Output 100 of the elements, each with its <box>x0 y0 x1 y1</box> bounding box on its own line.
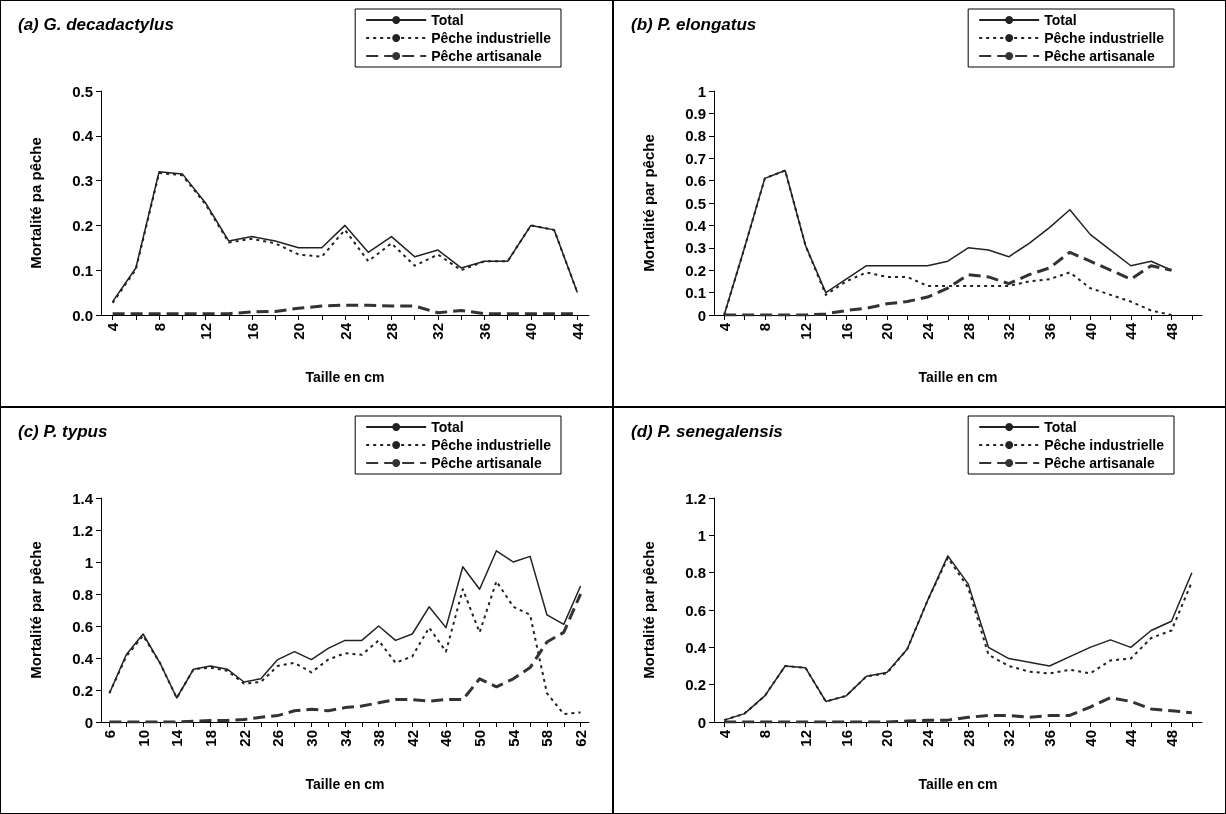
x-tick-label: 32 <box>429 323 447 340</box>
legend-label: Pêche artisanale <box>431 48 542 64</box>
x-axis-title: Taille en cm <box>305 776 385 792</box>
y-tick-label: 0.1 <box>72 261 93 279</box>
chart-title: (a) G. decadactylus <box>18 15 174 34</box>
x-tick-label: 6 <box>100 730 118 739</box>
x-tick-label: 8 <box>756 323 774 332</box>
y-tick-label: 1 <box>84 553 93 571</box>
x-tick-label: 28 <box>959 323 977 340</box>
legend-label: Pêche industrielle <box>1044 437 1165 453</box>
x-tick-label: 20 <box>878 730 896 747</box>
x-axis-title: Taille en cm <box>918 776 998 792</box>
x-tick-label: 48 <box>1163 730 1180 747</box>
x-tick-label: 32 <box>1000 730 1018 747</box>
y-axis-title: Mortalité par pêche <box>640 541 657 679</box>
x-tick-label: 4 <box>715 729 733 739</box>
x-tick-label: 48 <box>1163 323 1180 340</box>
legend-label: Pêche artisanale <box>1044 455 1155 471</box>
x-tick-label: 28 <box>382 323 400 340</box>
legend-label: Pêche industrielle <box>431 30 552 46</box>
x-tick-label: 4 <box>715 322 733 332</box>
y-tick-label: 1.2 <box>72 521 93 539</box>
x-tick-label: 10 <box>134 730 152 747</box>
y-tick-label: 0.3 <box>685 239 706 257</box>
y-axis-title: Mortalité par pêche <box>27 541 44 679</box>
x-tick-label: 42 <box>403 730 421 747</box>
x-tick-label: 44 <box>1122 322 1140 340</box>
y-tick-label: 0.2 <box>685 676 706 694</box>
x-tick-label: 44 <box>568 322 586 340</box>
x-tick-label: 8 <box>150 323 168 332</box>
chart-title: (d) P. senegalensis <box>631 422 783 441</box>
chart-title: (b) P. elongatus <box>631 15 757 34</box>
x-tick-label: 16 <box>837 323 855 340</box>
y-tick-label: 0.2 <box>685 261 706 279</box>
x-tick-label: 46 <box>437 730 455 747</box>
legend-label: Pêche industrielle <box>431 437 552 453</box>
y-tick-label: 0.9 <box>685 104 706 122</box>
y-tick-label: 0.6 <box>685 601 706 619</box>
x-tick-label: 4 <box>104 322 122 332</box>
y-tick-label: 0.5 <box>685 194 706 212</box>
legend-label: Total <box>1044 419 1077 435</box>
y-tick-label: 0.3 <box>72 172 93 190</box>
x-tick-label: 16 <box>837 730 855 747</box>
x-tick-label: 40 <box>1081 323 1099 340</box>
y-tick-label: 0 <box>697 713 706 731</box>
y-tick-label: 0.4 <box>72 127 94 145</box>
x-axis-title: Taille en cm <box>918 369 998 385</box>
x-tick-label: 62 <box>572 730 590 747</box>
legend-label: Pêche industrielle <box>1044 30 1165 46</box>
y-tick-label: 1 <box>697 526 706 544</box>
x-tick-label: 38 <box>370 730 388 747</box>
x-tick-label: 12 <box>797 730 814 747</box>
x-tick-label: 16 <box>243 323 261 340</box>
x-tick-label: 24 <box>919 322 936 340</box>
x-tick-label: 18 <box>201 730 219 747</box>
x-tick-label: 50 <box>471 730 489 747</box>
x-tick-label: 40 <box>1081 730 1099 747</box>
x-tick-label: 44 <box>1122 729 1140 747</box>
x-tick-label: 36 <box>1041 323 1058 340</box>
x-tick-label: 30 <box>302 730 320 747</box>
line-series <box>722 696 1194 724</box>
x-tick-label: 58 <box>538 730 556 747</box>
chart-title: (c) P. typus <box>18 422 108 441</box>
x-tick-label: 40 <box>522 323 540 340</box>
y-tick-label: 0.4 <box>72 649 94 667</box>
y-tick-label: 1 <box>697 82 706 100</box>
x-tick-label: 12 <box>197 323 215 340</box>
x-tick-label: 26 <box>269 730 287 747</box>
y-tick-label: 0.6 <box>72 617 93 635</box>
x-tick-label: 22 <box>235 730 253 747</box>
y-tick-label: 0.8 <box>72 585 93 603</box>
x-tick-label: 14 <box>168 729 186 747</box>
y-tick-label: 0 <box>697 306 706 324</box>
y-tick-label: 0.7 <box>685 149 706 167</box>
legend-label: Pêche artisanale <box>431 455 542 471</box>
x-tick-label: 20 <box>290 323 308 340</box>
y-tick-label: 1.4 <box>72 489 94 507</box>
x-tick-label: 24 <box>336 322 354 340</box>
legend-label: Pêche artisanale <box>1044 48 1155 64</box>
x-tick-label: 20 <box>878 323 896 340</box>
y-tick-label: 0.4 <box>685 638 707 656</box>
line-series <box>722 250 1173 317</box>
y-tick-label: 0.4 <box>685 216 707 234</box>
y-tick-label: 0.5 <box>72 82 93 100</box>
y-tick-label: 0.1 <box>685 284 706 302</box>
y-axis-title: Mortalité pa pêche <box>27 137 44 269</box>
x-tick-label: 54 <box>504 729 522 747</box>
y-tick-label: 0.2 <box>72 681 93 699</box>
y-tick-label: 0.8 <box>685 564 706 582</box>
y-axis-title: Mortalité par pêche <box>640 134 657 272</box>
y-tick-label: 0.6 <box>685 172 706 190</box>
x-tick-label: 32 <box>1000 323 1018 340</box>
y-tick-label: 0.2 <box>72 216 93 234</box>
y-tick-label: 1.2 <box>685 489 706 507</box>
legend-label: Total <box>431 12 464 28</box>
x-tick-label: 12 <box>797 323 814 340</box>
x-tick-label: 34 <box>336 729 354 747</box>
legend-label: Total <box>431 419 464 435</box>
x-tick-label: 8 <box>756 730 774 739</box>
y-tick-label: 0.0 <box>72 306 93 324</box>
